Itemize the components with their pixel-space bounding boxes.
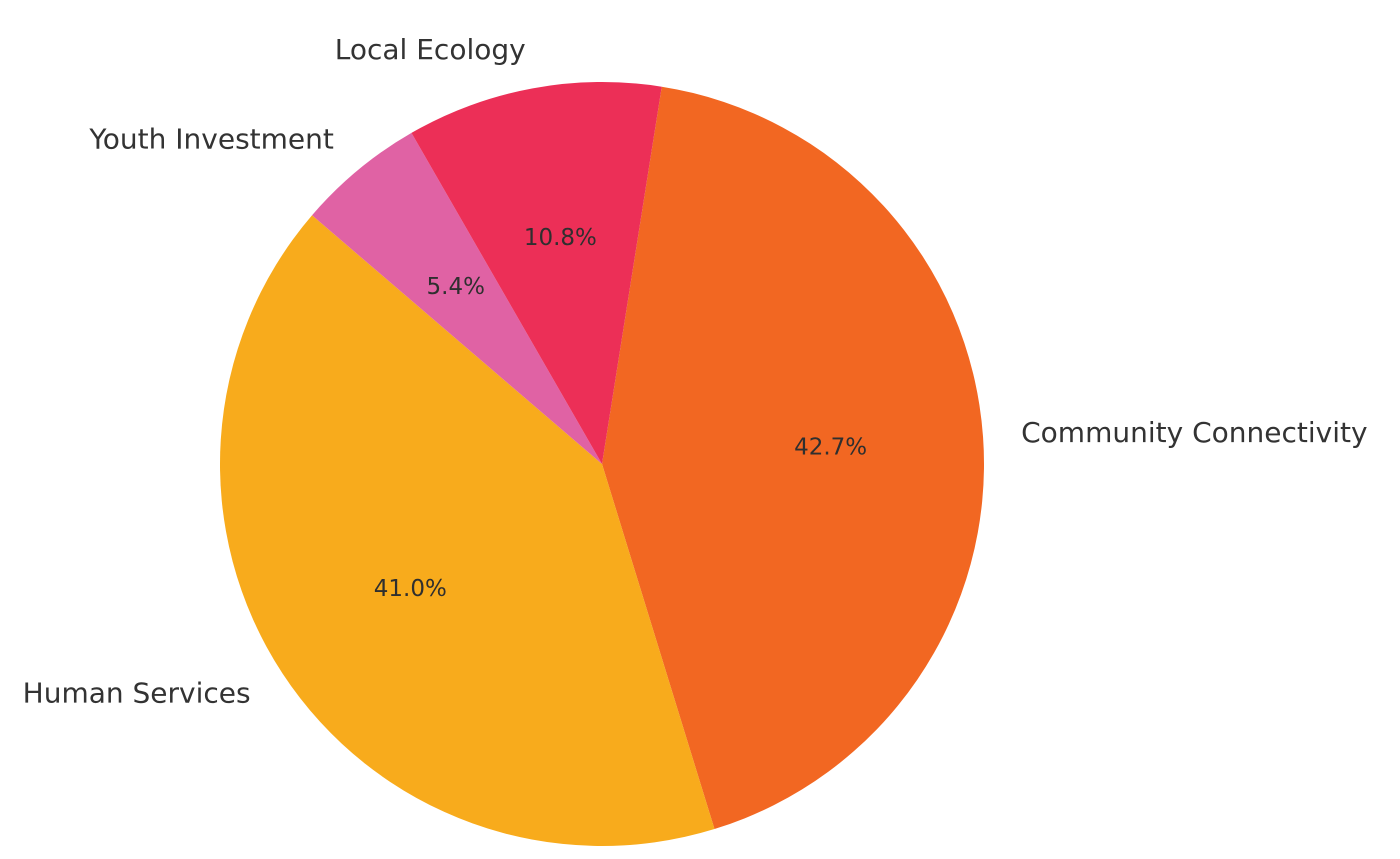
pct-label-community-connectivity: 42.7% [794, 434, 867, 460]
category-labels: Community Connectivity Human Services Yout… [23, 33, 1368, 710]
pct-label-youth-investment: 5.4% [427, 274, 485, 300]
pct-label-human-services: 41.0% [374, 576, 447, 602]
category-label-community-connectivity: Community Connectivity [1021, 416, 1367, 449]
pie-slices [219, 81, 985, 847]
category-label-youth-investment: Youth Investment [88, 122, 334, 155]
percentage-labels: 42.7% 41.0% 5.4% 10.8% [374, 225, 867, 602]
pie-slice-human-services [219, 215, 715, 847]
pie-slice-community-connectivity [602, 86, 985, 830]
category-label-human-services: Human Services [23, 676, 251, 709]
pie-slice-local-ecology [411, 81, 662, 464]
pie-slice-youth-investment [312, 132, 602, 464]
category-label-local-ecology: Local Ecology [335, 33, 526, 66]
pct-label-local-ecology: 10.8% [524, 225, 597, 251]
